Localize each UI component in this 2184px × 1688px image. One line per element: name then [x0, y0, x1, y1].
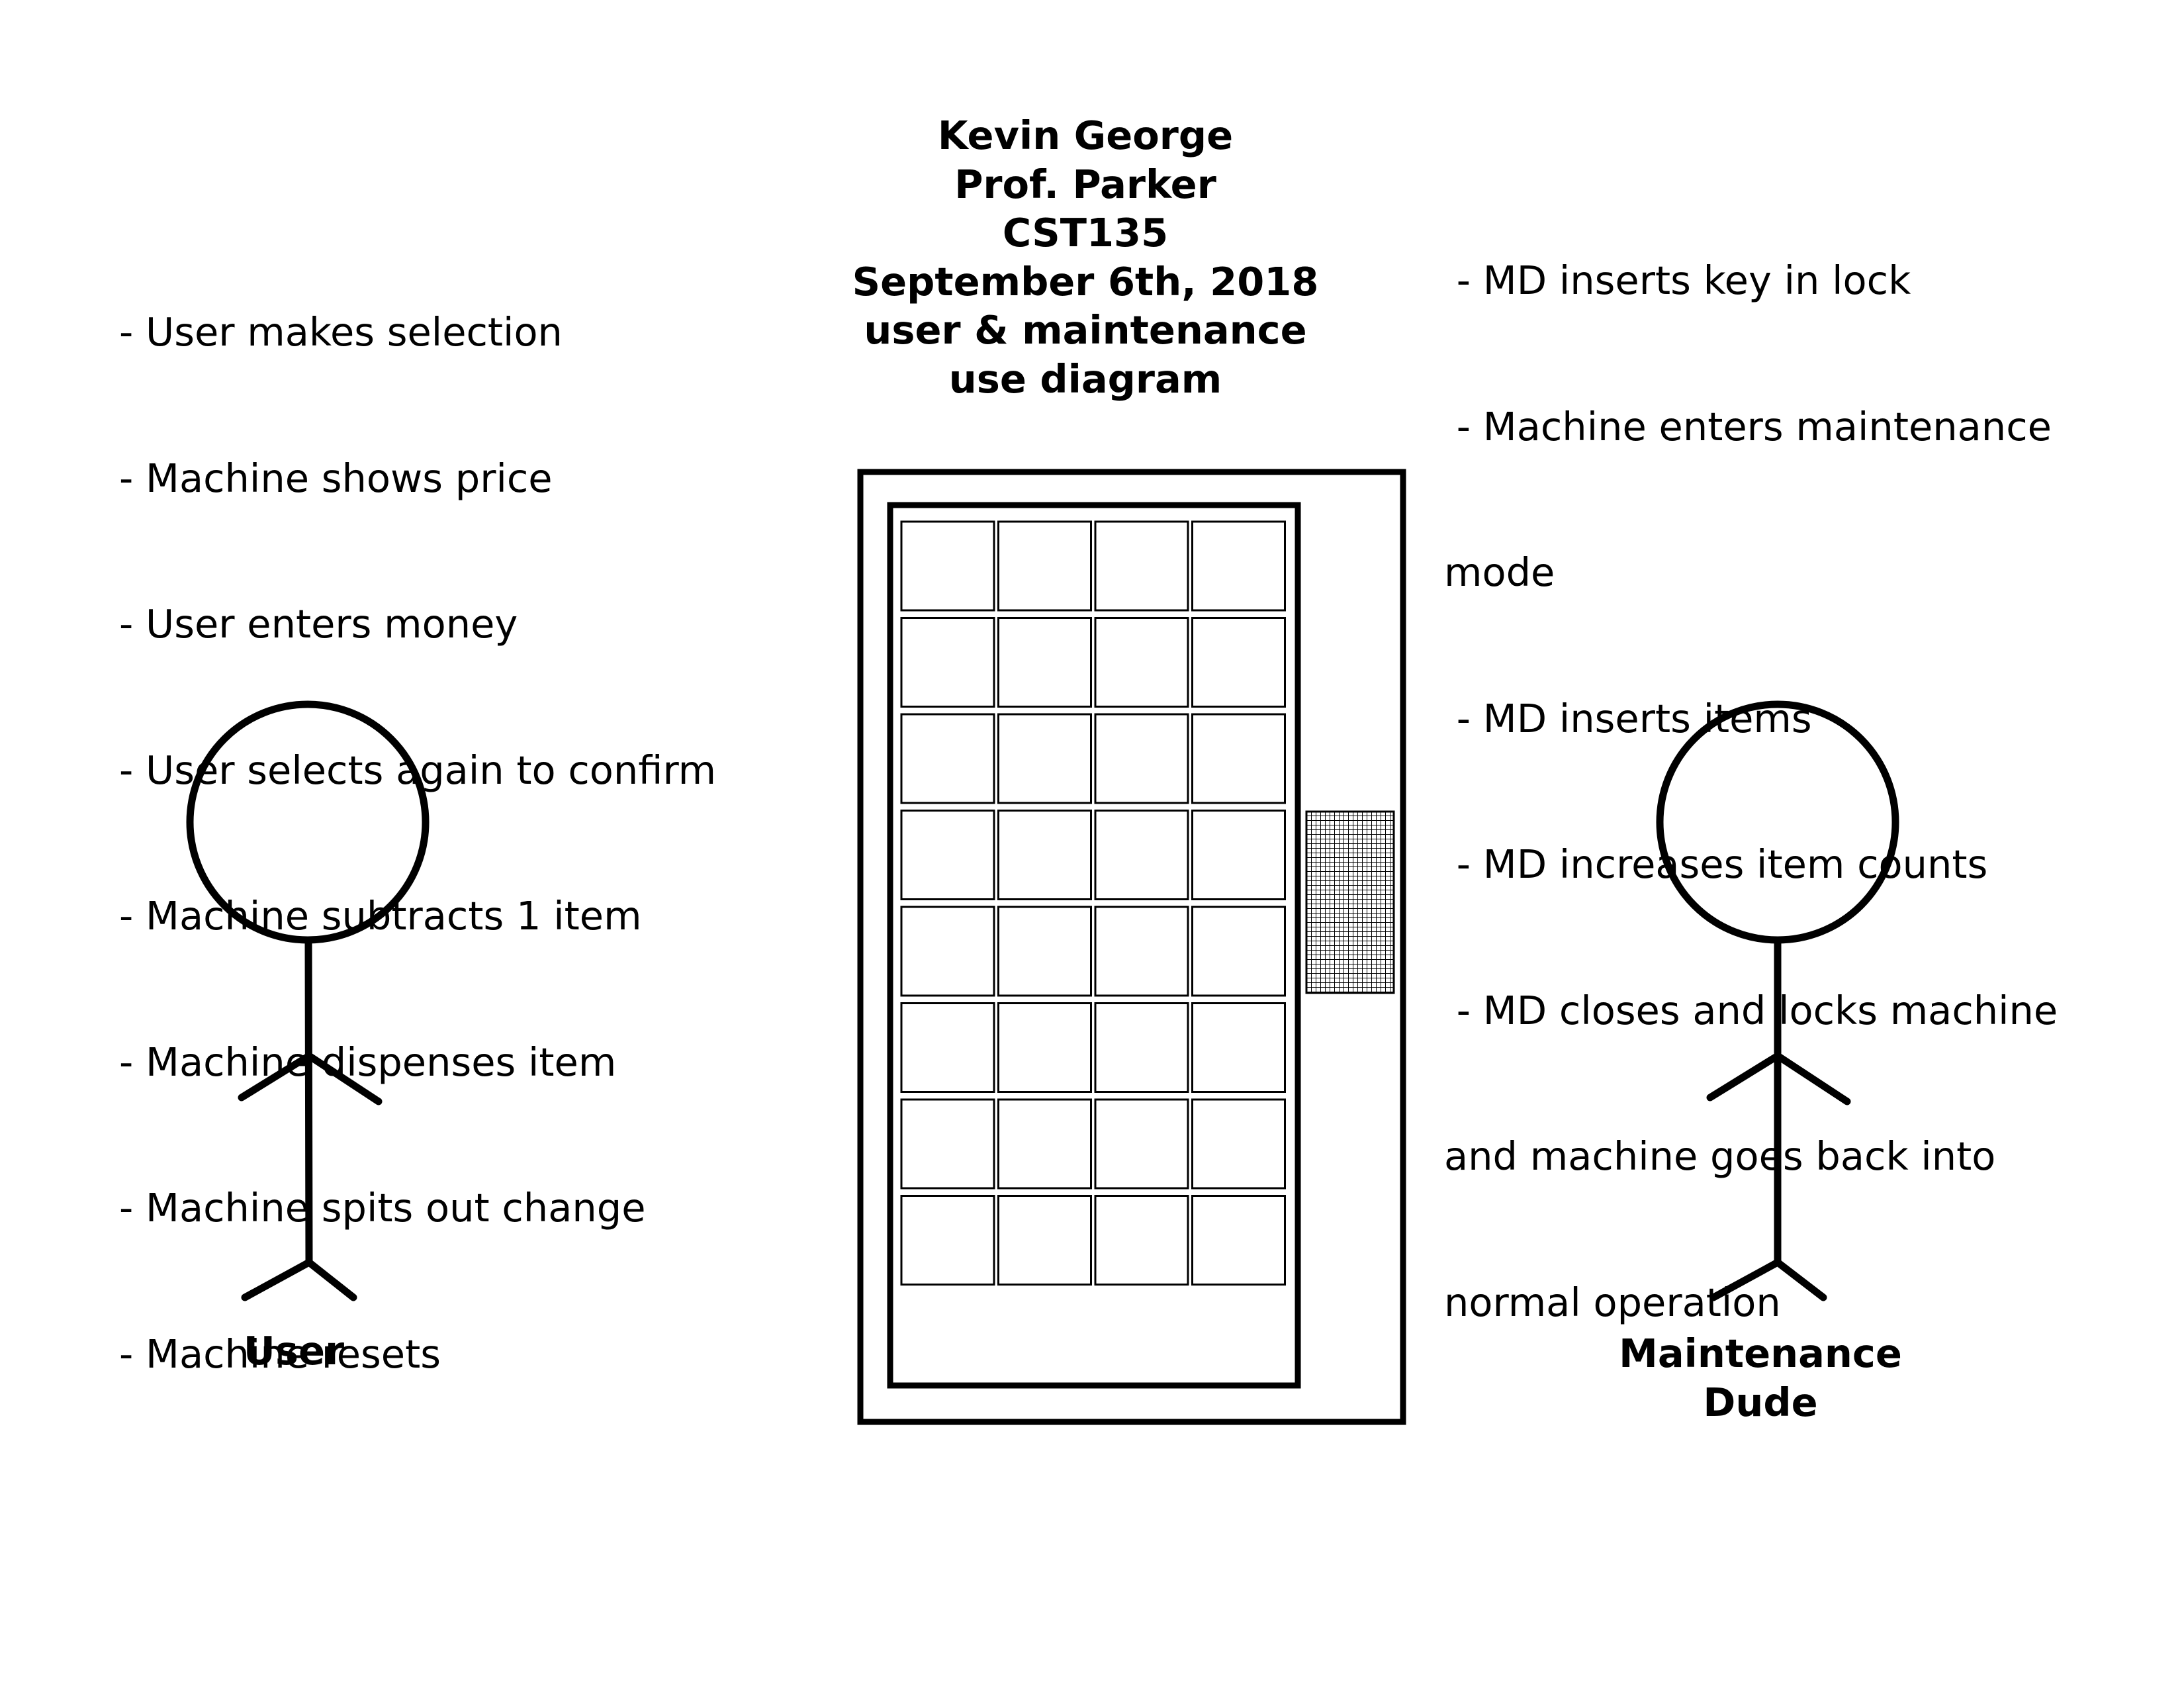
vending-slot	[1191, 713, 1286, 804]
vending-slot	[900, 1098, 995, 1190]
user-step: - User selects again to confirm	[119, 747, 717, 793]
maintenance-head	[1656, 700, 1899, 944]
user-steps-list: - User makes selection - Machine shows p…	[119, 211, 716, 1427]
maintenance-steps-list: - MD inserts key in lock - Machine enter…	[1444, 159, 2058, 1376]
vending-slot	[900, 617, 995, 708]
user-arm-right	[305, 1052, 383, 1105]
vending-slot	[997, 1002, 1092, 1093]
user-leg-right	[305, 1258, 357, 1301]
vending-slot	[1094, 713, 1189, 804]
vending-slot	[1191, 617, 1286, 708]
maintenance-label-line: Maintenance	[1619, 1331, 1902, 1376]
vending-slot	[1191, 1002, 1286, 1093]
user-step: - User enters money	[119, 601, 518, 647]
maintenance-step: - MD closes and locks machine	[1444, 987, 2058, 1033]
vending-slot	[1094, 1002, 1189, 1093]
vending-slot	[900, 1002, 995, 1093]
vending-slot	[900, 810, 995, 900]
vending-slot	[1094, 1195, 1189, 1286]
vending-machine-icon	[857, 469, 1406, 1425]
user-leg-left	[241, 1258, 313, 1301]
course-code: CST135	[1002, 210, 1169, 256]
maintenance-leg-left	[1709, 1258, 1782, 1301]
user-step: - Machine shows price	[119, 455, 553, 501]
vending-slot	[997, 810, 1092, 900]
vending-slot	[1191, 1195, 1286, 1286]
vending-slot	[1094, 906, 1189, 997]
maintenance-label-line: Dude	[1703, 1379, 1818, 1425]
vending-slot	[1191, 810, 1286, 900]
maintenance-step: - MD increases item counts	[1444, 841, 1988, 887]
user-stick-figure-icon	[186, 700, 430, 1301]
maintenance-step: and machine goes back into	[1444, 1133, 1996, 1179]
user-head	[186, 700, 430, 944]
vending-slot	[1094, 520, 1189, 612]
vending-slot	[997, 520, 1092, 612]
diagram-title-line-2: use diagram	[948, 355, 1222, 402]
maintenance-step: mode	[1444, 549, 1555, 595]
vending-slot	[1191, 906, 1286, 997]
vending-slot	[997, 713, 1092, 804]
vending-slot	[1094, 810, 1189, 900]
vending-machine-window	[887, 502, 1301, 1389]
date: September 6th, 2018	[852, 258, 1319, 305]
maintenance-actor-label: Maintenance Dude	[1575, 1329, 1946, 1427]
vending-slot	[1094, 617, 1189, 708]
vending-slot	[1191, 1098, 1286, 1190]
vending-slot	[1094, 1098, 1189, 1190]
user-step: - Machine spits out change	[119, 1185, 646, 1231]
maintenance-arm-left	[1706, 1052, 1782, 1102]
user-step: - User makes selection	[119, 309, 563, 355]
vending-slot	[1191, 520, 1286, 612]
user-actor-label: User	[243, 1328, 345, 1374]
user-step: - Machine dispenses item	[119, 1039, 617, 1085]
vending-slot	[997, 617, 1092, 708]
vending-slot	[900, 1195, 995, 1286]
vending-slot	[900, 906, 995, 997]
user-arm-left	[238, 1052, 313, 1102]
maintenance-stick-figure-icon	[1656, 700, 1899, 1301]
user-body	[304, 936, 313, 1266]
diagram-header: Kevin George Prof. Parker CST135 Septemb…	[761, 111, 1410, 403]
vending-slot	[997, 1098, 1092, 1190]
keypad-grid-icon	[1305, 810, 1395, 994]
vending-machine-outer-frame	[857, 469, 1406, 1425]
maintenance-arm-right	[1774, 1052, 1851, 1105]
maintenance-leg-right	[1774, 1258, 1827, 1301]
vending-slot	[900, 520, 995, 612]
user-step: - Machine resets	[119, 1331, 441, 1377]
vending-machine-slot-grid	[900, 520, 1286, 1286]
diagram-title-line-1: user & maintenance	[864, 307, 1307, 353]
maintenance-step: - MD inserts key in lock	[1444, 258, 1911, 303]
vending-slot	[900, 713, 995, 804]
vending-slot	[997, 1195, 1092, 1286]
author-name: Kevin George	[937, 113, 1234, 158]
maintenance-step: - Machine enters maintenance	[1444, 403, 2052, 449]
professor-name: Prof. Parker	[954, 161, 1216, 207]
maintenance-step: normal operation	[1444, 1279, 1781, 1325]
vending-slot	[997, 906, 1092, 997]
